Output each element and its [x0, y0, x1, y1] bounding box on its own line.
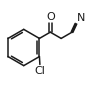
Text: N: N: [77, 13, 85, 23]
Text: O: O: [46, 12, 55, 22]
Text: Cl: Cl: [34, 66, 45, 76]
